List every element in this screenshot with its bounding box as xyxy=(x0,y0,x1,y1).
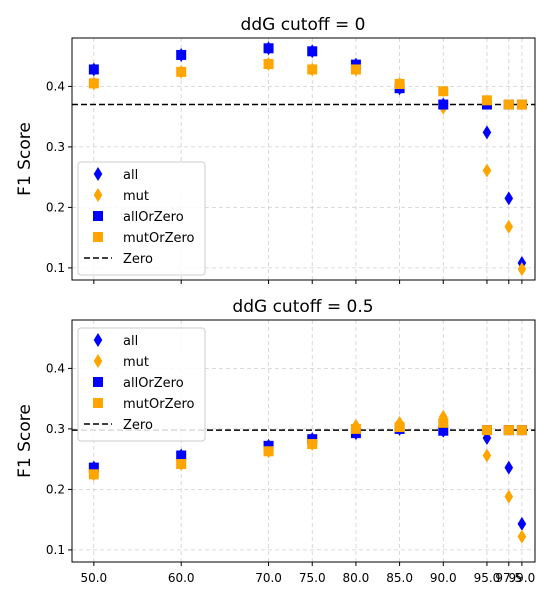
top-y-tick-label-3: 0.4 xyxy=(46,79,65,93)
bottom-legend-marker-all xyxy=(93,333,103,347)
top-point-mut-8 xyxy=(504,219,514,234)
bottom-x-tick-label-7: 95.0 xyxy=(474,571,501,585)
top-point-allOrZero-1 xyxy=(176,49,187,60)
bottom-legend-label-mut: mut xyxy=(123,355,149,370)
bottom-legend-marker-mutOrZero xyxy=(93,398,103,408)
bottom-x-tick-label-1: 60.0 xyxy=(168,571,195,585)
bottom-legend-marker-mut xyxy=(93,354,103,368)
bottom-point-all-8 xyxy=(504,460,514,475)
top-chart-plot-frame xyxy=(71,37,536,281)
bottom-point-mutOrZero-6 xyxy=(438,417,449,428)
bottom-y-tick-label-1: 0.2 xyxy=(46,482,65,496)
top-legend-marker-all xyxy=(93,167,103,181)
bottom-point-mutOrZero-5 xyxy=(394,422,405,433)
top-point-allOrZero-2 xyxy=(263,43,274,54)
bottom-legend-label-mutOrZero: mutOrZero xyxy=(123,397,195,412)
bottom-chart-plot-frame xyxy=(71,319,536,563)
bottom-x-tick-label-0: 50.0 xyxy=(80,571,107,585)
top-point-mutOrZero-4 xyxy=(350,64,361,75)
top-point-mutOrZero-0 xyxy=(88,78,99,89)
top-chart-legend: all mut allOrZero mutOrZero Zero xyxy=(77,161,206,276)
bottom-point-all-9 xyxy=(517,516,527,531)
bottom-legend-label-zero: Zero xyxy=(123,418,153,433)
bottom-legend-label-allOrZero: allOrZero xyxy=(123,376,184,391)
top-y-tick-label-1: 0.2 xyxy=(46,200,65,214)
top-point-mutOrZero-8 xyxy=(503,99,514,110)
top-legend-label-mutOrZero: mutOrZero xyxy=(123,231,195,246)
top-chart-y-axis-label: F1 Score xyxy=(15,122,35,196)
top-point-all-7 xyxy=(482,125,492,140)
bottom-chart-legend: all mut allOrZero mutOrZero Zero xyxy=(77,327,206,442)
bottom-point-mut-9 xyxy=(517,529,527,544)
bottom-point-mutOrZero-3 xyxy=(307,439,318,450)
bottom-chart-title: ddG cutoff = 0.5 xyxy=(232,297,373,317)
bottom-x-tick-label-9: 99.0 xyxy=(509,571,536,585)
top-legend-marker-mut xyxy=(93,188,103,202)
bottom-y-tick-label-2: 0.3 xyxy=(46,422,65,436)
bottom-chart-panel: ddG cutoff = 0.5 F1 Score 0.1 0.2 0.3 0.4 50… xyxy=(15,297,536,585)
top-chart-axes: 0.1 0.2 0.3 0.4 xyxy=(46,79,523,284)
bottom-x-tick-label-4: 80.0 xyxy=(343,571,370,585)
bottom-point-mutOrZero-0 xyxy=(88,469,99,480)
bottom-point-allOrZero-0 xyxy=(88,462,99,473)
bottom-x-tick-label-6: 90.0 xyxy=(430,571,457,585)
bottom-point-mutOrZero-4 xyxy=(350,423,361,434)
bottom-y-tick-label-0: 0.1 xyxy=(46,543,65,557)
bottom-point-mut-7 xyxy=(482,448,492,463)
top-point-mutOrZero-7 xyxy=(481,95,492,106)
bottom-y-tick-label-3: 0.4 xyxy=(46,361,65,375)
top-point-mutOrZero-2 xyxy=(263,59,274,70)
bottom-chart-axes: 0.1 0.2 0.3 0.4 50.0 60.0 70.0 75.0 80.0 85.0 90.0… xyxy=(46,361,535,585)
top-point-mutOrZero-6 xyxy=(438,86,449,97)
bottom-chart-marks xyxy=(88,409,527,544)
bottom-point-allOrZero-2 xyxy=(263,440,274,451)
bottom-point-mutOrZero-8 xyxy=(503,425,514,436)
top-legend-marker-mutOrZero xyxy=(93,232,103,242)
bottom-point-mutOrZero-1 xyxy=(176,458,187,469)
bottom-point-mutOrZero-7 xyxy=(481,425,492,436)
top-point-all-8 xyxy=(504,191,514,206)
top-point-mutOrZero-1 xyxy=(176,66,187,77)
top-chart-marks xyxy=(88,41,527,277)
top-chart-title: ddG cutoff = 0 xyxy=(241,15,366,35)
bottom-point-allOrZero-6 xyxy=(438,425,449,436)
bottom-point-allOrZero-1 xyxy=(176,450,187,461)
top-point-mutOrZero-5 xyxy=(394,78,405,89)
top-y-tick-label-2: 0.3 xyxy=(46,140,65,154)
top-point-allOrZero-0 xyxy=(88,64,99,75)
top-point-mut-7 xyxy=(482,163,492,178)
bottom-legend-marker-allOrZero xyxy=(93,377,103,387)
bottom-point-mutOrZero-9 xyxy=(516,425,527,436)
top-point-mutOrZero-3 xyxy=(307,64,318,75)
bottom-chart-y-axis-label: F1 Score xyxy=(15,404,35,478)
bottom-x-tick-label-3: 75.0 xyxy=(299,571,326,585)
top-legend-marker-allOrZero xyxy=(93,211,103,221)
top-point-allOrZero-3 xyxy=(307,46,318,57)
top-legend-label-mut: mut xyxy=(123,189,149,204)
top-point-mutOrZero-9 xyxy=(516,99,527,110)
bottom-x-tick-label-5: 85.0 xyxy=(386,571,413,585)
top-point-mut-9 xyxy=(517,262,527,277)
top-legend-label-allOrZero: allOrZero xyxy=(123,210,184,225)
bottom-x-tick-label-8: 97.5 xyxy=(495,571,522,585)
bottom-legend-label-all: all xyxy=(123,334,138,349)
top-chart-panel: ddG cutoff = 0 F1 Score 0.1 0.2 0.3 0.4 all… xyxy=(15,15,536,284)
top-y-tick-label-0: 0.1 xyxy=(46,261,65,275)
top-legend-box xyxy=(77,161,206,276)
top-legend-label-all: all xyxy=(123,168,138,183)
bottom-point-mutOrZero-2 xyxy=(263,446,274,457)
bottom-x-tick-label-2: 70.0 xyxy=(255,571,282,585)
top-legend-label-zero: Zero xyxy=(123,252,153,267)
bottom-point-mut-8 xyxy=(504,489,514,504)
bottom-legend-box xyxy=(77,327,206,442)
top-point-allOrZero-6 xyxy=(438,99,449,110)
